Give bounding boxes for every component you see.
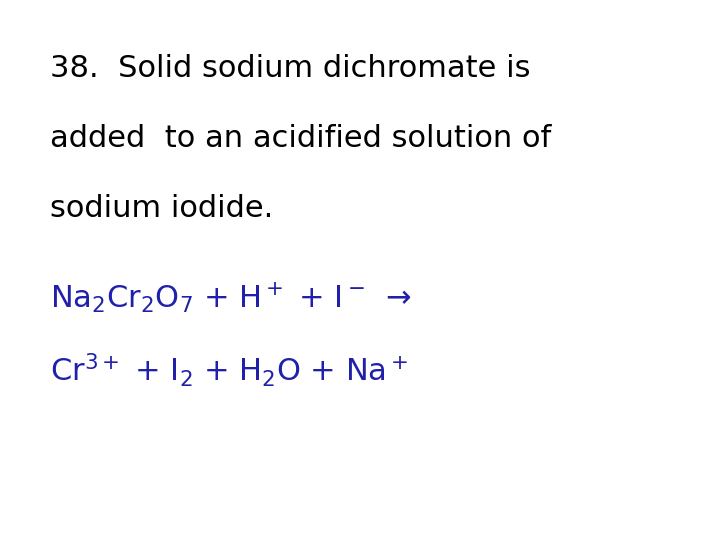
- Text: 38.  Solid sodium dichromate is: 38. Solid sodium dichromate is: [50, 54, 531, 83]
- Text: Cr$^{3+}$ + I$_2$ + H$_2$O + Na$^+$: Cr$^{3+}$ + I$_2$ + H$_2$O + Na$^+$: [50, 351, 409, 389]
- Text: Na$_2$Cr$_2$O$_7$ + H$^+$ + I$^-$ $\rightarrow$: Na$_2$Cr$_2$O$_7$ + H$^+$ + I$^-$ $\righ…: [50, 281, 412, 315]
- Text: sodium iodide.: sodium iodide.: [50, 194, 274, 224]
- Text: added  to an acidified solution of: added to an acidified solution of: [50, 124, 552, 153]
